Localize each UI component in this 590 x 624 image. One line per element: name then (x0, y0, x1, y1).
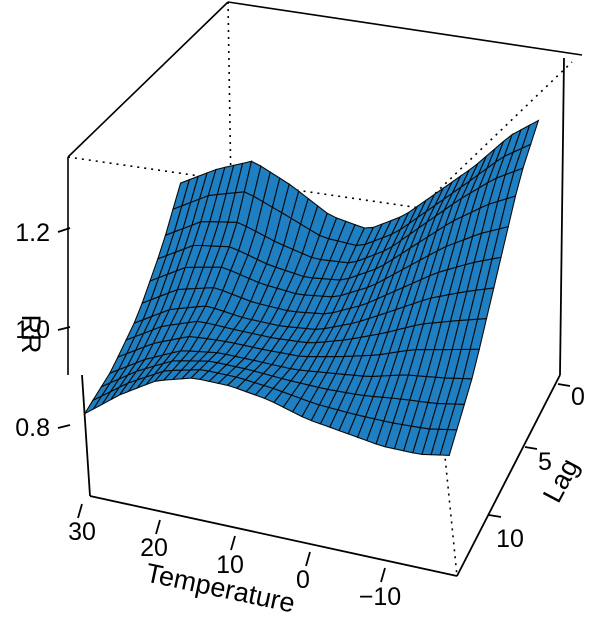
box-edge (419, 207, 458, 577)
z-tick-label: 1.0 (15, 316, 50, 344)
x-tick-label: −10 (359, 583, 401, 611)
plot-box-front (81, 57, 565, 577)
plot-box (67, 1, 583, 577)
y-tick-mark (557, 383, 571, 387)
x-tick-mark (230, 535, 236, 551)
x-tick-label: 30 (68, 518, 96, 546)
x-tick-mark (305, 551, 311, 567)
y-tick-label: 10 (496, 525, 524, 553)
box-edge (419, 61, 573, 209)
box-edge (456, 374, 561, 577)
x-tick-mark (380, 567, 386, 583)
box-edge (227, 1, 583, 56)
lag-axis (488, 383, 571, 518)
z-tick-mark (57, 326, 71, 331)
z-tick-label: 1.2 (15, 219, 50, 247)
y-tick-label: 5 (538, 448, 552, 476)
box-edge (227, 1, 232, 191)
z-tick-label: 0.8 (15, 414, 50, 442)
box-edge (67, 1, 229, 158)
z-axis-title: RR (16, 315, 46, 354)
box-edge (81, 374, 91, 497)
rr-surface (83, 119, 540, 456)
x-tick-label: 0 (296, 566, 310, 594)
y-tick-label: 0 (571, 383, 585, 411)
x-tick-mark (77, 503, 83, 519)
temperature-axis (77, 503, 386, 583)
rr-axis (57, 227, 71, 429)
x-tick-mark (155, 519, 161, 535)
x-tick-label: 20 (140, 534, 168, 562)
box-edge (559, 57, 565, 376)
surface-facet (520, 119, 540, 150)
y-tick-mark (524, 446, 538, 450)
z-tick-mark (57, 227, 71, 233)
z-tick-mark (57, 424, 71, 429)
box-edge (89, 495, 458, 577)
x-tick-label: 10 (216, 551, 244, 579)
y-tick-mark (488, 514, 502, 518)
